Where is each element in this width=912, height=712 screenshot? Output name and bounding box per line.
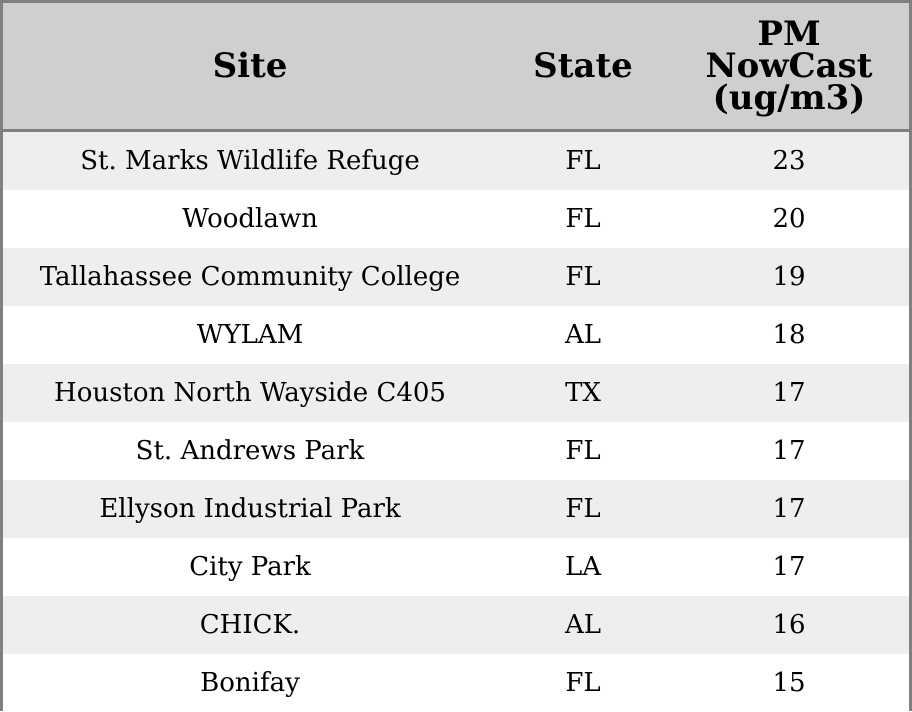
table-row: Houston North Wayside C405 TX 17 bbox=[3, 364, 909, 422]
cell-pm-value: 19 bbox=[772, 262, 806, 292]
table-row: City Park LA 17 bbox=[3, 538, 909, 596]
table-row: Ellyson Industrial Park FL 17 bbox=[3, 480, 909, 538]
cell-site: Houston North Wayside C405 bbox=[54, 378, 446, 408]
cell-site: Tallahassee Community College bbox=[39, 262, 461, 292]
cell-state: AL bbox=[564, 320, 602, 350]
table-header-row: Site State PM NowCast (ug/m3) bbox=[3, 3, 909, 132]
table-row: Bonifay FL 15 bbox=[3, 654, 909, 712]
cell-site: Woodlawn bbox=[182, 204, 318, 234]
cell-state: TX bbox=[565, 378, 601, 408]
column-header-pm-nowcast: PM NowCast (ug/m3) bbox=[705, 14, 873, 118]
cell-state: FL bbox=[565, 436, 601, 466]
cell-site: CHICK. bbox=[199, 610, 301, 640]
cell-pm-value: 15 bbox=[772, 668, 806, 698]
table-row: Woodlawn FL 20 bbox=[3, 190, 909, 248]
table-row: CHICK. AL 16 bbox=[3, 596, 909, 654]
cell-state: AL bbox=[564, 610, 602, 640]
cell-pm-value: 17 bbox=[772, 552, 806, 582]
cell-pm-value: 23 bbox=[772, 146, 806, 176]
table-body: St. Marks Wildlife Refuge FL 23 Woodlawn FL 2… bbox=[3, 132, 909, 712]
cell-pm-value: 16 bbox=[772, 610, 806, 640]
cell-pm-value: 20 bbox=[772, 204, 806, 234]
table-row: WYLAM AL 18 bbox=[3, 306, 909, 364]
cell-site: Bonifay bbox=[200, 668, 300, 698]
table-row: St. Marks Wildlife Refuge FL 23 bbox=[3, 132, 909, 190]
cell-pm-value: 17 bbox=[772, 494, 806, 524]
cell-state: FL bbox=[565, 262, 601, 292]
cell-state: FL bbox=[565, 494, 601, 524]
cell-site: Ellyson Industrial Park bbox=[99, 494, 401, 524]
cell-site: WYLAM bbox=[196, 320, 304, 350]
cell-site: St. Marks Wildlife Refuge bbox=[80, 146, 420, 176]
cell-site: City Park bbox=[189, 552, 311, 582]
table-row: St. Andrews Park FL 17 bbox=[3, 422, 909, 480]
cell-state: LA bbox=[564, 552, 602, 582]
cell-state: FL bbox=[565, 204, 601, 234]
column-header-site: Site bbox=[212, 46, 288, 86]
cell-pm-value: 17 bbox=[772, 436, 806, 466]
column-header-state: State bbox=[533, 46, 633, 86]
cell-site: St. Andrews Park bbox=[135, 436, 365, 466]
cell-pm-value: 18 bbox=[772, 320, 806, 350]
cell-state: FL bbox=[565, 668, 601, 698]
cell-pm-value: 17 bbox=[772, 378, 806, 408]
cell-state: FL bbox=[565, 146, 601, 176]
table-row: Tallahassee Community College FL 19 bbox=[3, 248, 909, 306]
